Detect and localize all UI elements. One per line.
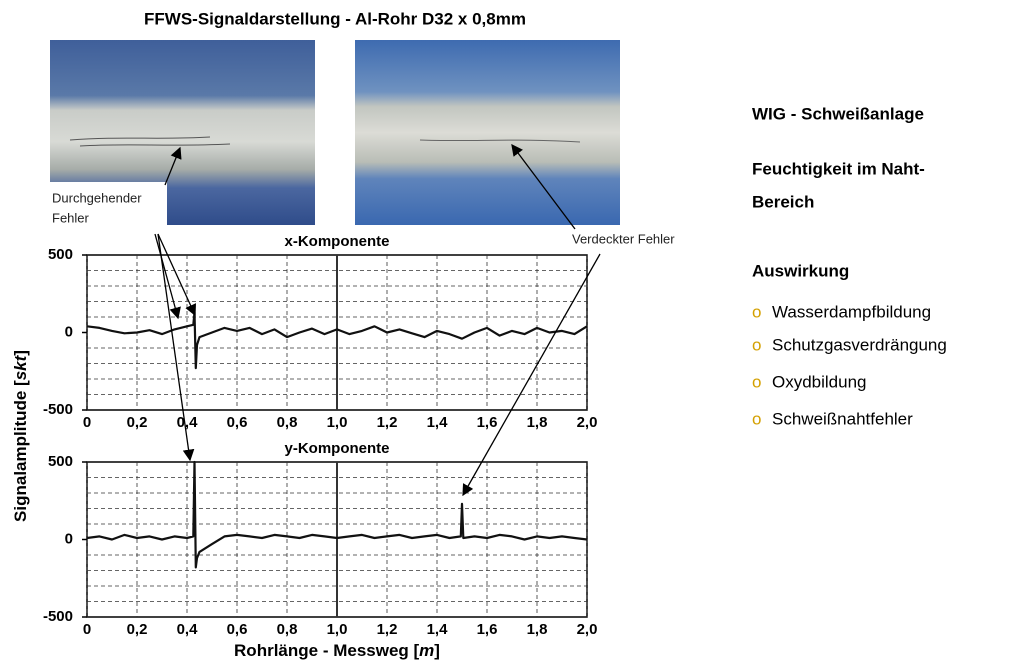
page-title: FFWS-Signaldarstellung - Al-Rohr D32 x 0… xyxy=(144,9,526,28)
x-tick-label: 1,2 xyxy=(377,414,398,431)
bullet: o xyxy=(752,302,761,321)
y-tick-label: 500 xyxy=(48,246,73,263)
charts: 0 0,2 0,4 0,6 0,8 1,0 1,2 1,4 1,6 1,8 2,0 -500 0 500 x… xyxy=(11,233,597,661)
effect-item: Schutzgasverdrängung xyxy=(772,335,947,354)
x-tick-label: 0,4 xyxy=(177,621,199,638)
x-tick-label: 2,0 xyxy=(577,414,598,431)
x-tick-label: 0,6 xyxy=(227,414,248,431)
label-part: Rohrlänge - Messweg [ xyxy=(234,641,419,660)
effect-item: Oxydbildung xyxy=(772,372,867,391)
x-tick-label: 0 xyxy=(83,414,91,431)
x-tick-label: 1,2 xyxy=(377,621,398,638)
x-tick-label: 1,6 xyxy=(477,414,498,431)
effect-item: Wasserdampfbildung xyxy=(772,302,931,321)
x-tick-label: 0 xyxy=(83,621,91,638)
x-tick-label: 1,0 xyxy=(327,414,348,431)
x-tick-label: 2,0 xyxy=(577,621,598,638)
x-tick-label: 0,8 xyxy=(277,621,298,638)
x-tick-label: 1,4 xyxy=(427,414,449,431)
bullet: o xyxy=(752,372,761,391)
effects-list: o Wasserdampfbildung o Schutzgasverdrängung… xyxy=(752,302,947,428)
side-heading: Auswirkung xyxy=(752,261,849,280)
y-axis-label: Signalamplitude [skt] xyxy=(11,350,30,522)
side-heading: WIG - Schweißanlage xyxy=(752,104,924,123)
x-tick-label: 1,6 xyxy=(477,621,498,638)
bullet: o xyxy=(752,335,761,354)
y-tick-label: 500 xyxy=(48,453,73,470)
label-part: ] xyxy=(434,641,440,660)
x-tick-label: 0,2 xyxy=(127,414,148,431)
x-axis-label: Rohrlänge - Messweg [m] xyxy=(234,641,440,660)
x-tick-label: 0,4 xyxy=(177,414,199,431)
bullet: o xyxy=(752,409,761,428)
x-tick-label: 1,0 xyxy=(327,621,348,638)
slide: FFWS-Signaldarstellung - Al-Rohr D32 x 0… xyxy=(0,0,1015,669)
y-tick-label: 0 xyxy=(65,530,73,547)
side-text: Feuchtigkeit im Naht- xyxy=(752,159,925,178)
label-part: m xyxy=(419,641,434,660)
x-tick-label: 0,6 xyxy=(227,621,248,638)
x-tick-label: 1,8 xyxy=(527,621,548,638)
y-tick-label: -500 xyxy=(43,401,73,418)
x-tick-label: 0,2 xyxy=(127,621,148,638)
photo-right xyxy=(355,40,620,225)
annotation: Durchgehender xyxy=(52,190,142,205)
effect-item: Schweißnahtfehler xyxy=(772,409,913,428)
chart-title: x-Komponente xyxy=(285,233,390,250)
y-tick-label: -500 xyxy=(43,608,73,625)
annotation: Fehler xyxy=(52,210,90,225)
x-tick-label: 1,4 xyxy=(427,621,449,638)
label-part: ] xyxy=(11,350,30,356)
label-part: skt xyxy=(11,354,30,380)
y-tick-label: 0 xyxy=(65,323,73,340)
chart-title: y-Komponente xyxy=(285,440,390,457)
side-text: Bereich xyxy=(752,192,814,211)
annotation: Verdeckter Fehler xyxy=(572,231,675,246)
label-part: Signalamplitude [ xyxy=(11,380,30,522)
x-tick-label: 0,8 xyxy=(277,414,298,431)
x-tick-label: 1,8 xyxy=(527,414,548,431)
